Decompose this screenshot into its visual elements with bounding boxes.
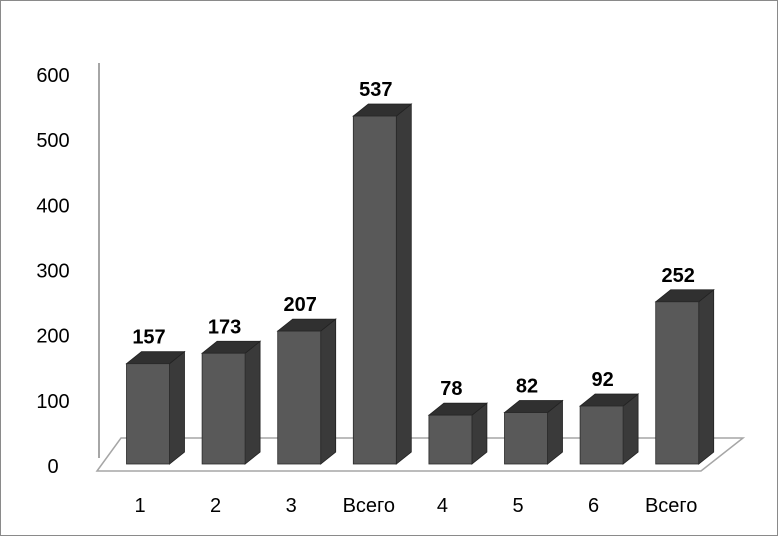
x-tick-label: 3 xyxy=(286,495,297,517)
bar-front-face xyxy=(201,352,246,465)
bar xyxy=(125,350,186,465)
bar-front-face xyxy=(655,301,700,465)
bar-front-face xyxy=(428,414,473,465)
axis-layer: 0 100 200 300 400 500 600 xyxy=(36,63,746,478)
data-label: 92 xyxy=(591,369,613,391)
labels-layer: 157 1 173 2 207 3 537 Всего 78 4 82 5 92 6 252 Всего xyxy=(132,79,697,517)
bar xyxy=(654,288,715,465)
y-tick-label: 100 xyxy=(36,391,69,413)
data-label: 82 xyxy=(516,376,538,398)
bar xyxy=(276,318,337,465)
data-label: 157 xyxy=(132,327,165,349)
data-label: 537 xyxy=(359,79,392,101)
y-tick-label: 600 xyxy=(36,65,69,87)
bars-layer xyxy=(125,103,715,465)
y-tick-label: 200 xyxy=(36,326,69,348)
bar xyxy=(427,402,489,465)
y-tick-label: 400 xyxy=(36,195,69,217)
bar-front-face xyxy=(277,330,322,465)
bar-front-face xyxy=(126,363,170,465)
bar-side-face xyxy=(320,318,337,465)
x-tick-label: 4 xyxy=(437,495,448,517)
bar-front-face xyxy=(352,115,397,465)
data-label: 207 xyxy=(284,294,317,316)
x-tick-label: Всего xyxy=(343,495,395,517)
bar xyxy=(352,103,413,465)
bar-side-face xyxy=(395,103,412,465)
bar xyxy=(578,393,640,465)
bar-side-face xyxy=(169,350,185,465)
x-tick-label: Всего xyxy=(645,495,697,517)
x-tick-label: 6 xyxy=(588,495,599,517)
bar xyxy=(200,340,262,465)
data-label: 78 xyxy=(440,378,462,400)
data-label: 252 xyxy=(662,265,695,287)
x-tick-label: 5 xyxy=(512,495,523,517)
bar xyxy=(503,399,564,465)
bar-side-face xyxy=(698,288,715,465)
x-tick-label: 1 xyxy=(134,495,145,517)
y-tick-label: 0 xyxy=(47,456,58,478)
floor-plane xyxy=(95,437,746,472)
bar-side-face xyxy=(244,340,261,465)
x-tick-label: 2 xyxy=(210,495,221,517)
y-tick-label: 500 xyxy=(36,130,69,152)
data-label: 173 xyxy=(208,316,241,338)
bar-front-face xyxy=(579,405,624,465)
y-tick-label: 300 xyxy=(36,261,69,283)
bar-front-face xyxy=(504,412,548,465)
